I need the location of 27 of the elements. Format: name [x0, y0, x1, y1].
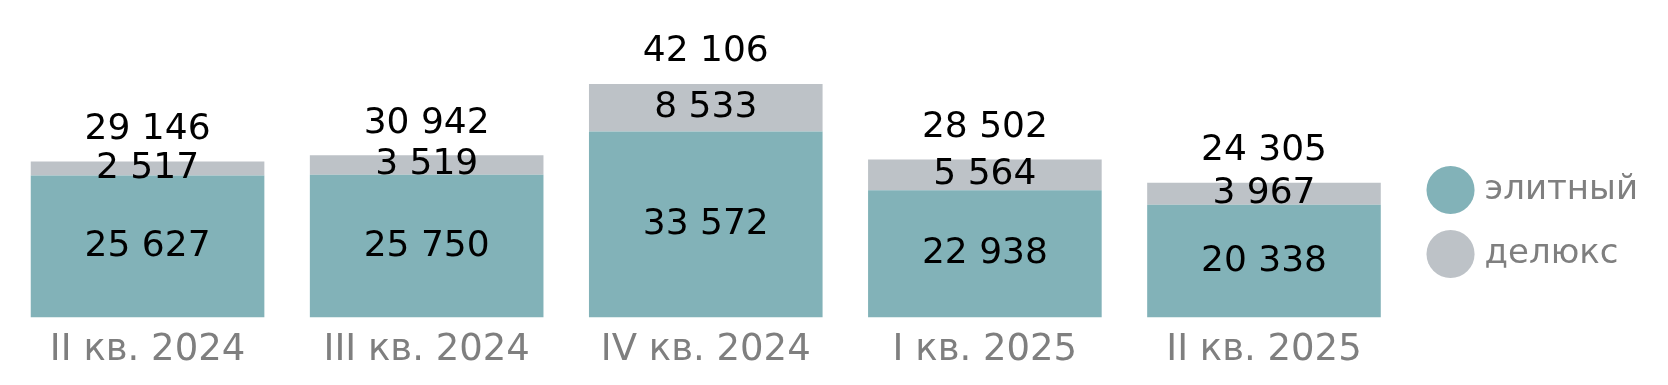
data-label: 25 750: [363, 222, 490, 264]
bar: [309, 174, 544, 318]
annotation: 28 502: [921, 103, 1048, 145]
legend-label: делюкс: [1484, 230, 1619, 271]
x-tick-label: IV кв. 2024: [600, 326, 811, 370]
data-label: 22 938: [921, 230, 1048, 272]
data-label: 3 519: [375, 141, 479, 183]
bar: [588, 84, 823, 132]
data-label: 8 533: [654, 84, 758, 126]
data-label: 20 338: [1201, 237, 1327, 279]
legend-label: элитный: [1484, 166, 1638, 207]
bar: [868, 190, 1102, 318]
x-tick-label: II кв. 2025: [1166, 326, 1362, 370]
data-label: 33 572: [642, 200, 769, 242]
x-tick-label: I кв. 2025: [892, 326, 1078, 370]
x-tick-label: II кв. 2024: [49, 326, 246, 370]
text: 42 106: [642, 28, 769, 70]
data-label: 3 967: [1212, 170, 1316, 212]
data-label: 5 564: [933, 151, 1037, 193]
annotation: 30 942: [363, 99, 490, 141]
data-label: 2 517: [96, 144, 200, 186]
bar: [588, 131, 823, 318]
x-tick-label: III кв. 2024: [323, 326, 530, 370]
bar: [1147, 204, 1381, 318]
annotation: 24 305: [1201, 127, 1327, 169]
data-label: 25 627: [84, 222, 211, 264]
annotation: 29 146: [84, 105, 211, 147]
